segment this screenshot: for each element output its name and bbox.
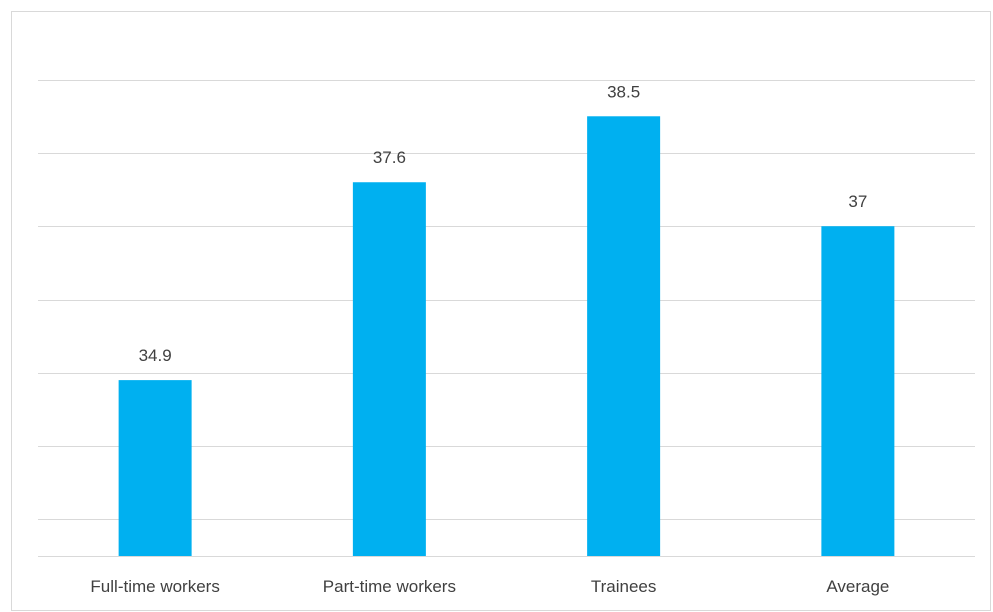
gridlines bbox=[38, 80, 975, 557]
bars bbox=[118, 116, 895, 557]
bar-full-time-workers bbox=[118, 380, 192, 556]
category-tick-label: Trainees bbox=[591, 577, 657, 596]
category-tick-label: Part-time workers bbox=[323, 577, 456, 596]
bar-average bbox=[821, 226, 895, 556]
bar-trainees bbox=[587, 116, 661, 557]
category-tick-label: Full-time workers bbox=[90, 577, 219, 596]
data-label: 38.5 bbox=[607, 82, 640, 101]
category-tick-label: Average bbox=[826, 577, 889, 596]
data-label: 37 bbox=[848, 192, 867, 211]
data-label: 37.6 bbox=[373, 148, 406, 167]
data-labels: 34.9 37.6 38.5 37 bbox=[139, 82, 868, 365]
bar-part-time-workers bbox=[352, 182, 426, 556]
category-axis: Full-time workers Part-time workers Traine… bbox=[90, 577, 889, 596]
data-label: 34.9 bbox=[139, 346, 172, 365]
